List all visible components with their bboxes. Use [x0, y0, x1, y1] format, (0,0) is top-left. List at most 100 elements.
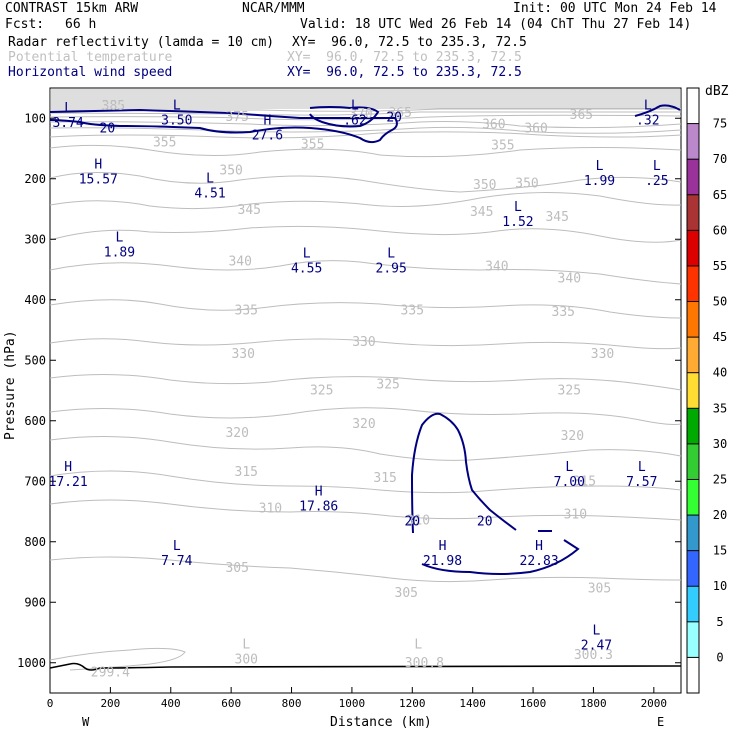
colorbar-label: 75	[713, 117, 727, 131]
x-tick-label: 1000	[339, 697, 366, 710]
extremum-mark: L	[593, 624, 601, 639]
extremum-mark: H	[94, 158, 102, 173]
colorbar: 0 5 10 15 20 25 30 35 40 45 50 55 60 65 70 75	[686, 87, 727, 694]
extremum-value: 2.95	[376, 262, 407, 277]
field3-xy: XY= 96.0, 72.5 to 235.3, 72.5	[287, 65, 522, 80]
isentrope-label: 325	[310, 384, 333, 399]
extremum-value: 7.74	[161, 554, 192, 569]
colorbar-frame	[686, 87, 700, 694]
extremum-value: .62	[343, 113, 366, 128]
isentrope-label: 320	[225, 426, 248, 441]
isentrope-label: 355	[491, 138, 514, 153]
y-tick-label: 900	[24, 595, 46, 609]
isentrope-label: 335	[552, 305, 575, 320]
x-tick-label: 600	[221, 697, 241, 710]
extremum-value: 3.50	[161, 113, 192, 128]
isentrope-label: 330	[231, 347, 254, 362]
isentrope-label: 335	[235, 304, 258, 319]
isentrope-label: 365	[388, 106, 411, 121]
init-time: Init: 00 UTC Mon 24 Feb 14	[513, 1, 717, 16]
y-axis-label: Pressure (hPa)	[3, 330, 18, 440]
wind-contour-label: 20	[477, 515, 493, 530]
extremum-mark: L	[64, 101, 72, 116]
colorbar-swatch	[687, 230, 699, 266]
model-title: CONTRAST 15km ARW	[5, 1, 139, 16]
extremum-mark: H	[315, 484, 323, 499]
extremum-mark: L	[206, 172, 214, 187]
isentrope-label: 299.4	[91, 665, 130, 680]
fcst-value: 66 h	[65, 17, 97, 32]
extremum-mark: L	[514, 200, 522, 215]
colorbar-swatch	[687, 265, 699, 302]
colorbar-label: 70	[713, 152, 727, 166]
y-tick-label: 400	[24, 293, 46, 307]
extremum-value: 7.00	[554, 475, 585, 490]
extremum-value: 3.74	[52, 116, 83, 131]
extremum-mark: L	[303, 247, 311, 262]
extremum-mark: L	[565, 460, 573, 475]
y-tick-label: 700	[24, 474, 46, 488]
wind-contours	[49, 104, 681, 575]
y-tick-label: 800	[24, 535, 46, 549]
x-tick-label: 0	[47, 697, 54, 710]
isentrope-label: 385	[102, 99, 125, 114]
wind-contour-label: 20	[386, 110, 402, 125]
x-tick-label: 2000	[641, 697, 668, 710]
field2-name: Potential temperature	[8, 50, 173, 65]
extremum-mark: H	[263, 114, 271, 129]
isentrope-label: 315	[235, 465, 258, 480]
isentrope-label: 320	[561, 429, 584, 444]
extremum-mark: L	[116, 230, 124, 245]
extremum-value: 17.21	[49, 475, 88, 490]
colorbar-label: 65	[713, 188, 727, 202]
x-tick-label: 1400	[459, 697, 486, 710]
isentrope-label: 315	[373, 471, 396, 486]
extremum-value: 1.52	[502, 215, 533, 230]
isentrope-label: 305	[225, 561, 248, 576]
extremum-mark: L	[387, 247, 395, 262]
extremum-value: 1.99	[584, 174, 615, 189]
wind-contour-label: 20	[100, 121, 116, 136]
colorbar-label: 10	[713, 579, 727, 593]
extremum-value: 21.98	[423, 554, 462, 569]
isentrope-label: 350	[473, 178, 496, 193]
isentrope-label: 330	[591, 347, 614, 362]
extremum-value: 22.83	[520, 554, 559, 569]
isentrope-label: 345	[238, 203, 261, 218]
isentrope-label: 305	[395, 586, 418, 601]
colorbar-swatch	[687, 337, 699, 373]
isentrope-label: 340	[558, 272, 581, 287]
colorbar-label: 20	[713, 508, 727, 522]
x-tick-label: 1200	[399, 697, 426, 710]
colorbar-swatch	[687, 621, 699, 658]
extremum-value: 7.57	[626, 475, 657, 490]
colorbar-label: 30	[713, 437, 727, 451]
colorbar-swatch	[687, 301, 699, 338]
y-tick-label: 100	[24, 111, 46, 125]
isentrope-label: 305	[588, 581, 611, 596]
wind-labels: 20 20 20 20	[100, 110, 493, 529]
isentrope-label: 375	[225, 110, 248, 125]
isentrope-label: 300.3	[574, 648, 613, 663]
extremum-mark: L	[638, 460, 646, 475]
extremum-value: .32	[636, 113, 659, 128]
colorbar-label: 5	[716, 615, 723, 629]
extremum-mark: L	[351, 98, 359, 113]
isentrope-label: 340	[228, 255, 251, 270]
extremum-value: 1.89	[104, 245, 135, 260]
extremum-mark: H	[535, 539, 543, 554]
colorbar-swatch	[687, 372, 699, 409]
isentrope-label: 330	[352, 335, 375, 350]
isentrope-label: 310	[564, 508, 587, 523]
isentrope-label: 315	[573, 474, 596, 489]
extremum-mark: L	[596, 159, 604, 174]
org-label: NCAR/MMM	[242, 1, 305, 16]
extremum-mark: L	[173, 98, 181, 113]
x-tick-label: 800	[282, 697, 302, 710]
x-axis: 0 200 400 600 800 1000 1200 1400 1600 1800 2000	[47, 687, 667, 710]
terrain-line	[49, 662, 682, 671]
plot-frame	[49, 87, 682, 694]
extremum-mark: L	[653, 159, 661, 174]
